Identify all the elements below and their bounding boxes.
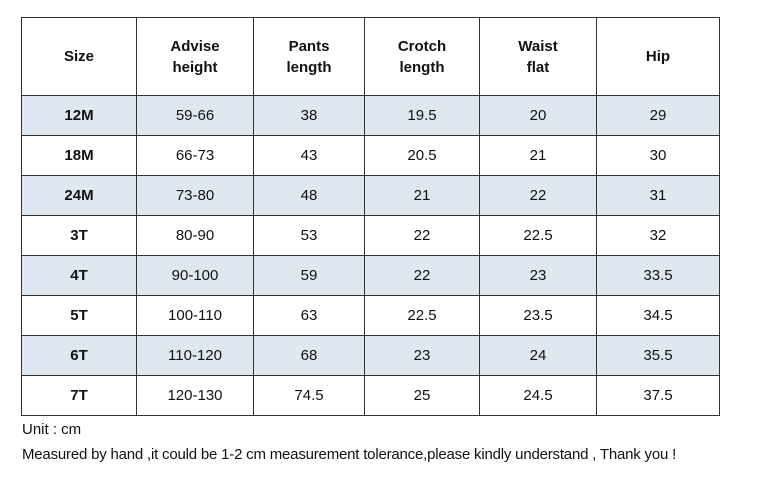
cell-pants-length: 53 bbox=[253, 215, 365, 256]
cell-height: 90-100 bbox=[136, 255, 254, 296]
cell-pants-length: 68 bbox=[253, 335, 365, 376]
cell-hip: 35.5 bbox=[596, 335, 720, 376]
cell-crotch-length: 25 bbox=[364, 375, 480, 416]
cell-waist-flat: 21 bbox=[479, 135, 597, 176]
cell-hip: 31 bbox=[596, 175, 720, 216]
table-row: 4T 90-100 59 22 23 33.5 bbox=[21, 255, 720, 296]
cell-crotch-length: 21 bbox=[364, 175, 480, 216]
table-row: 12M 59-66 38 19.5 20 29 bbox=[21, 95, 720, 136]
cell-size: 5T bbox=[21, 295, 137, 336]
cell-pants-length: 43 bbox=[253, 135, 365, 176]
cell-crotch-length: 19.5 bbox=[364, 95, 480, 136]
cell-waist-flat: 23 bbox=[479, 255, 597, 296]
header-pants-length: Pants length bbox=[253, 17, 365, 96]
cell-crotch-length: 22.5 bbox=[364, 295, 480, 336]
cell-size: 6T bbox=[21, 335, 137, 376]
header-waist-flat: Waist flat bbox=[479, 17, 597, 96]
cell-waist-flat: 24.5 bbox=[479, 375, 597, 416]
cell-pants-length: 74.5 bbox=[253, 375, 365, 416]
cell-size: 7T bbox=[21, 375, 137, 416]
header-crotch-length: Crotch length bbox=[364, 17, 480, 96]
cell-waist-flat: 22.5 bbox=[479, 215, 597, 256]
cell-pants-length: 59 bbox=[253, 255, 365, 296]
cell-hip: 34.5 bbox=[596, 295, 720, 336]
cell-crotch-length: 22 bbox=[364, 215, 480, 256]
cell-pants-length: 48 bbox=[253, 175, 365, 216]
table-row: 5T 100-110 63 22.5 23.5 34.5 bbox=[21, 295, 720, 336]
cell-hip: 32 bbox=[596, 215, 720, 256]
table-row: 3T 80-90 53 22 22.5 32 bbox=[21, 215, 720, 256]
cell-height: 110-120 bbox=[136, 335, 254, 376]
size-chart-table: Size Advise height Pants length Crotch leng… bbox=[21, 17, 720, 416]
unit-note: Unit : cm bbox=[22, 421, 82, 438]
cell-size: 12M bbox=[21, 95, 137, 136]
table-row: 24M 73-80 48 21 22 31 bbox=[21, 175, 720, 216]
cell-waist-flat: 22 bbox=[479, 175, 597, 216]
cell-height: 73-80 bbox=[136, 175, 254, 216]
header-advise-height: Advise height bbox=[136, 17, 254, 96]
header-size: Size bbox=[21, 17, 137, 96]
cell-waist-flat: 24 bbox=[479, 335, 597, 376]
tolerance-note: Measured by hand ,it could be 1-2 cm mea… bbox=[22, 446, 677, 463]
cell-crotch-length: 22 bbox=[364, 255, 480, 296]
cell-size: 18M bbox=[21, 135, 137, 176]
cell-size: 4T bbox=[21, 255, 137, 296]
cell-hip: 37.5 bbox=[596, 375, 720, 416]
cell-crotch-length: 20.5 bbox=[364, 135, 480, 176]
cell-height: 66-73 bbox=[136, 135, 254, 176]
cell-height: 80-90 bbox=[136, 215, 254, 256]
table-row: 6T 110-120 68 23 24 35.5 bbox=[21, 335, 720, 376]
cell-pants-length: 63 bbox=[253, 295, 365, 336]
cell-hip: 30 bbox=[596, 135, 720, 176]
cell-size: 24M bbox=[21, 175, 137, 216]
cell-height: 59-66 bbox=[136, 95, 254, 136]
header-row: Size Advise height Pants length Crotch leng… bbox=[21, 17, 720, 96]
cell-size: 3T bbox=[21, 215, 137, 256]
cell-crotch-length: 23 bbox=[364, 335, 480, 376]
header-hip: Hip bbox=[596, 17, 720, 96]
cell-waist-flat: 23.5 bbox=[479, 295, 597, 336]
table-row: 7T 120-130 74.5 25 24.5 37.5 bbox=[21, 375, 720, 416]
cell-height: 100-110 bbox=[136, 295, 254, 336]
cell-hip: 29 bbox=[596, 95, 720, 136]
table-row: 18M 66-73 43 20.5 21 30 bbox=[21, 135, 720, 176]
cell-waist-flat: 20 bbox=[479, 95, 597, 136]
cell-height: 120-130 bbox=[136, 375, 254, 416]
cell-hip: 33.5 bbox=[596, 255, 720, 296]
cell-pants-length: 38 bbox=[253, 95, 365, 136]
